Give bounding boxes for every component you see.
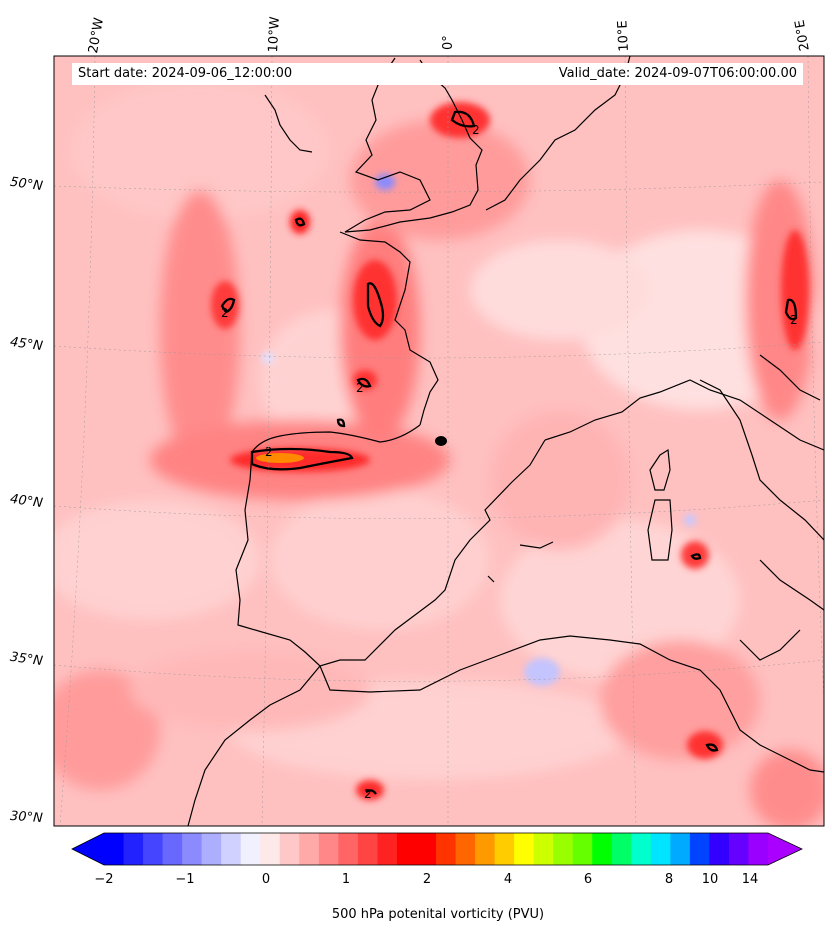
pvu-2-contours [220, 110, 798, 795]
colorbar-segment [357, 833, 378, 865]
colorbar-tick-label: 8 [664, 872, 674, 887]
colorbar-segment [709, 833, 730, 865]
colorbar-segment [123, 833, 144, 865]
island-mark [435, 436, 447, 446]
colorbar-segment [260, 833, 281, 865]
coastlines [187, 56, 824, 826]
colorbar-segment [455, 833, 476, 865]
colorbar-segment [514, 833, 535, 865]
colorbar-segment [104, 833, 125, 865]
colorbar-segment [533, 833, 554, 865]
lon-label: 0° [441, 35, 456, 50]
pv-field: 2 2 2 2 2 2 [54, 56, 824, 826]
contour-label: 2 [221, 306, 229, 320]
lon-label: 10°W [266, 16, 283, 53]
colorbar-tick-label: −2 [94, 872, 114, 887]
colorbar-tick-label: 6 [583, 872, 593, 887]
colorbar-segment [338, 833, 359, 865]
colorbar-segment [611, 833, 632, 865]
colorbar-segment [670, 833, 691, 865]
valid-date: Valid_date: 2024-09-07T06:00:00.00 [558, 66, 797, 81]
contour-labels: 2 2 2 2 2 2 [221, 123, 798, 801]
colorbar-segment [182, 833, 203, 865]
colorbar-segment [416, 833, 437, 865]
colorbar-segment [299, 833, 320, 865]
colorbar-segment [377, 833, 398, 865]
start-date: Start date: 2024-09-06_12:00:00 [78, 66, 293, 81]
colorbar-segment [143, 833, 164, 865]
colorbar-extend-low [72, 833, 104, 865]
colorbar-segment [436, 833, 457, 865]
colorbar-segment [162, 833, 183, 865]
colorbar-segment [279, 833, 300, 865]
colorbar [71, 832, 803, 866]
colorbar-segment [728, 833, 749, 865]
colorbar-extend-high [768, 833, 802, 865]
colorbar-tick-label: 4 [503, 872, 513, 887]
colorbar-segment [650, 833, 671, 865]
lon-label: 10°E [615, 19, 632, 52]
colorbar-segment [748, 833, 769, 865]
contour-label: 2 [265, 445, 273, 459]
colorbar-segment [201, 833, 222, 865]
colorbar-tick-label: −1 [175, 872, 195, 887]
colorbar-segment [396, 833, 417, 865]
colorbar-segment [221, 833, 242, 865]
colorbar-segment [631, 833, 652, 865]
colorbar-tick-label: 14 [741, 872, 759, 887]
contour-label: 2 [790, 313, 798, 327]
lat-label: 30°N [9, 808, 44, 827]
colorbar-label: 500 hPa potenital vorticity (PVU) [331, 907, 545, 922]
colorbar-segment [240, 833, 261, 865]
contour-label: 2 [356, 381, 364, 395]
date-info-box: Start date: 2024-09-06_12:00:00 Valid_da… [72, 63, 803, 85]
colorbar-segment [572, 833, 593, 865]
colorbar-tick-label: 2 [422, 872, 432, 887]
colorbar-segment [318, 833, 339, 865]
colorbar-segment [553, 833, 574, 865]
colorbar-tick-label: 1 [341, 872, 351, 887]
colorbar-segment [689, 833, 710, 865]
colorbar-segment [494, 833, 515, 865]
colorbar-tick-label: 10 [701, 872, 719, 887]
graticule [54, 56, 824, 826]
map-frame [53, 55, 825, 827]
colorbar-tick-label: 0 [261, 872, 271, 887]
colorbar-segment [475, 833, 496, 865]
contour-label: 2 [364, 787, 372, 801]
colorbar-segment [592, 833, 613, 865]
contour-label: 2 [472, 123, 480, 137]
